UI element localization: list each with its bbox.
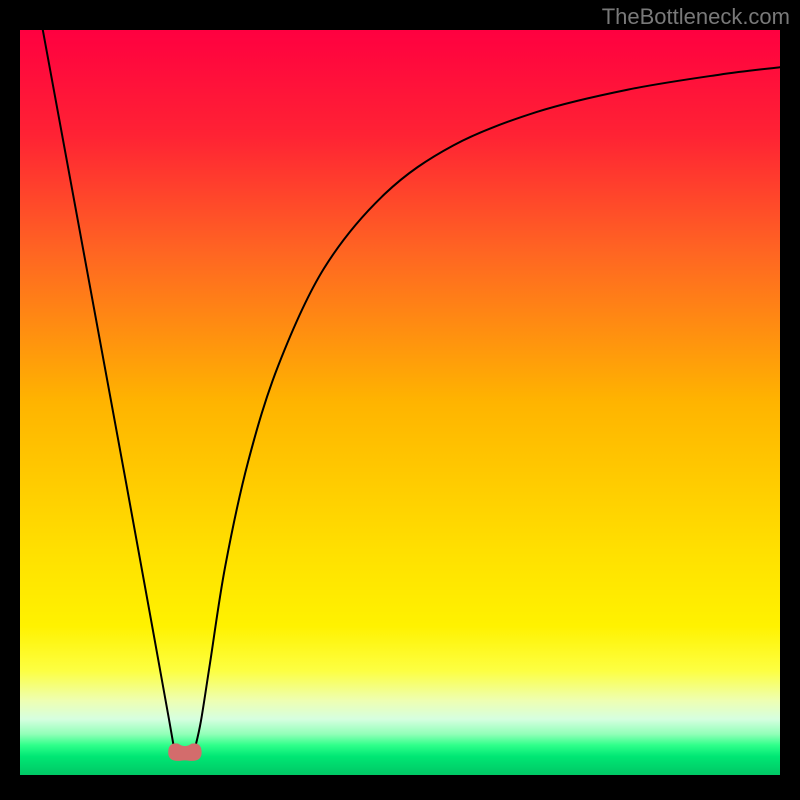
watermark-label: TheBottleneck.com (602, 4, 790, 30)
gradient-background (20, 30, 780, 775)
chart-root: TheBottleneck.com (0, 0, 800, 800)
plot-svg (20, 30, 780, 775)
plot-area (20, 30, 780, 775)
